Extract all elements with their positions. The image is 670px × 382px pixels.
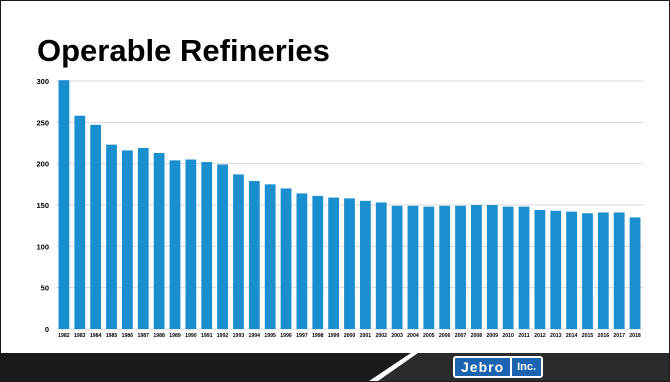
x-tick-label: 1990 bbox=[185, 333, 197, 339]
bar-2002 bbox=[375, 202, 387, 329]
x-tick-label: 2005 bbox=[423, 333, 435, 339]
bar-1996 bbox=[280, 188, 292, 329]
company-logo: Jebro Inc. bbox=[453, 356, 544, 378]
bar-1991 bbox=[201, 162, 213, 329]
bar-2014 bbox=[566, 211, 578, 329]
x-tick-label: 2002 bbox=[375, 333, 387, 339]
x-tick-label: 2001 bbox=[360, 333, 372, 339]
x-tick-label: 2015 bbox=[582, 333, 594, 339]
x-tick-label: 2013 bbox=[550, 333, 562, 339]
x-tick-label: 2018 bbox=[629, 333, 641, 339]
x-tick-label: 1983 bbox=[74, 333, 86, 339]
bar-1986 bbox=[121, 150, 133, 329]
bar-2003 bbox=[391, 205, 403, 329]
logo-wordmark: Jebro bbox=[455, 358, 513, 376]
x-tick-label: 2007 bbox=[455, 333, 467, 339]
slide-title: Operable Refineries bbox=[37, 33, 330, 68]
footer-bar: Jebro Inc. bbox=[1, 353, 669, 381]
x-tick-label: 1992 bbox=[217, 333, 229, 339]
bar-2015 bbox=[582, 213, 593, 329]
x-tick-label: 1987 bbox=[137, 333, 149, 339]
bar-2016 bbox=[597, 212, 609, 329]
bar-1982 bbox=[58, 80, 70, 329]
bar-2010 bbox=[502, 206, 514, 329]
bar-2001 bbox=[359, 200, 371, 329]
x-tick-label: 1997 bbox=[296, 333, 308, 339]
bar-2012 bbox=[534, 209, 546, 329]
x-tick-label: 1991 bbox=[201, 333, 213, 339]
y-tick-label: 200 bbox=[36, 160, 49, 169]
x-tick-label: 1989 bbox=[169, 333, 181, 339]
x-tick-label: 2000 bbox=[344, 333, 356, 339]
logo-suffix: Inc. bbox=[512, 358, 542, 376]
x-tick-label: 2003 bbox=[391, 333, 403, 339]
bar-2006 bbox=[439, 205, 451, 329]
bar-1983 bbox=[74, 115, 86, 329]
bar-2000 bbox=[344, 198, 355, 329]
x-tick-label: 1998 bbox=[312, 333, 324, 339]
y-tick-label: 300 bbox=[36, 77, 49, 86]
bar-2004 bbox=[407, 205, 419, 329]
x-tick-label: 1994 bbox=[249, 333, 261, 339]
bar-1988 bbox=[153, 152, 165, 329]
bar-1989 bbox=[169, 160, 181, 329]
y-tick-label: 0 bbox=[45, 325, 49, 334]
x-tick-label: 1995 bbox=[264, 333, 276, 339]
bar-2017 bbox=[613, 212, 625, 329]
bar-1995 bbox=[264, 184, 276, 329]
bar-2011 bbox=[518, 206, 530, 329]
bar-1987 bbox=[137, 147, 149, 329]
bar-2007 bbox=[455, 205, 466, 329]
bar-1999 bbox=[328, 197, 340, 329]
x-tick-label: 2016 bbox=[598, 333, 610, 339]
bar-1992 bbox=[217, 164, 228, 329]
x-tick-label: 2014 bbox=[566, 333, 578, 339]
x-tick-label: 1986 bbox=[122, 333, 134, 339]
x-tick-label: 1982 bbox=[58, 333, 70, 339]
x-axis-tick-labels: 1982 1983 1984 1985 1986 1987 1988 1989 1990 1991… bbox=[58, 333, 641, 339]
bar-1985 bbox=[106, 144, 117, 329]
x-tick-label: 1985 bbox=[106, 333, 118, 339]
x-tick-label: 2011 bbox=[518, 333, 529, 339]
bar-1997 bbox=[296, 193, 308, 329]
x-tick-label: 2017 bbox=[613, 333, 625, 339]
x-tick-label: 2004 bbox=[407, 333, 419, 339]
y-tick-label: 250 bbox=[36, 118, 49, 127]
x-tick-label: 1984 bbox=[90, 333, 102, 339]
bar-1994 bbox=[248, 181, 260, 329]
x-tick-label: 2006 bbox=[439, 333, 451, 339]
bar-1984 bbox=[90, 124, 102, 330]
x-tick-label: 2012 bbox=[534, 333, 546, 339]
y-axis-tick-labels: 0 50 100 150 200 250 300 bbox=[36, 77, 49, 334]
bar-2008 bbox=[471, 205, 482, 329]
x-tick-label: 1993 bbox=[233, 333, 245, 339]
x-tick-label: 1996 bbox=[280, 333, 292, 339]
bar-1990 bbox=[185, 159, 197, 329]
bars bbox=[58, 80, 641, 330]
x-tick-label: 2009 bbox=[487, 333, 499, 339]
bar-2013 bbox=[550, 210, 562, 329]
bar-2018 bbox=[629, 217, 641, 329]
x-tick-label: 2010 bbox=[502, 333, 514, 339]
bar-2009 bbox=[486, 205, 498, 329]
bar-1998 bbox=[312, 195, 324, 329]
bar-1993 bbox=[233, 174, 244, 329]
y-tick-label: 150 bbox=[36, 201, 49, 210]
x-tick-label: 1999 bbox=[328, 333, 340, 339]
y-tick-label: 100 bbox=[36, 242, 49, 251]
x-tick-label: 2008 bbox=[471, 333, 483, 339]
x-tick-label: 1988 bbox=[153, 333, 165, 339]
bar-2005 bbox=[423, 206, 435, 329]
y-tick-label: 50 bbox=[41, 284, 49, 293]
footer-swoosh bbox=[369, 353, 418, 381]
